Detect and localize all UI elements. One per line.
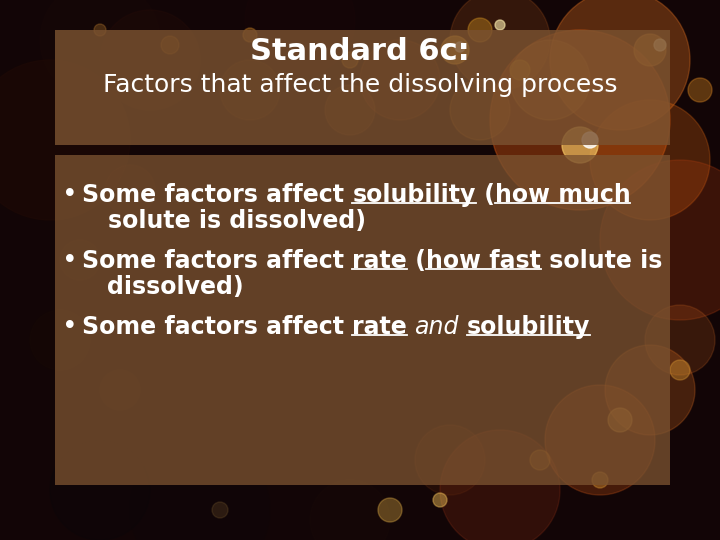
Circle shape xyxy=(245,0,355,75)
Circle shape xyxy=(360,40,440,120)
Circle shape xyxy=(634,34,666,66)
Text: dissolved): dissolved) xyxy=(107,275,244,299)
Text: how fast: how fast xyxy=(426,249,541,273)
Circle shape xyxy=(30,310,90,370)
Text: solute is dissolved): solute is dissolved) xyxy=(107,210,366,233)
Circle shape xyxy=(0,60,130,220)
Circle shape xyxy=(94,24,106,36)
Circle shape xyxy=(530,450,550,470)
Text: •: • xyxy=(62,314,78,340)
Circle shape xyxy=(545,385,655,495)
Circle shape xyxy=(100,370,140,410)
Circle shape xyxy=(441,36,469,64)
Text: solubility: solubility xyxy=(352,183,476,207)
Circle shape xyxy=(688,78,712,102)
Circle shape xyxy=(105,165,155,215)
Circle shape xyxy=(510,60,530,80)
Text: how much: how much xyxy=(495,183,631,207)
Circle shape xyxy=(654,39,666,51)
Circle shape xyxy=(468,18,492,42)
Circle shape xyxy=(455,42,465,52)
Circle shape xyxy=(670,360,690,380)
Circle shape xyxy=(645,305,715,375)
Circle shape xyxy=(243,28,257,42)
Circle shape xyxy=(550,0,690,130)
Circle shape xyxy=(490,30,670,210)
Circle shape xyxy=(605,345,695,435)
Circle shape xyxy=(510,40,590,120)
Text: solute is: solute is xyxy=(541,249,662,273)
Circle shape xyxy=(608,408,632,432)
Circle shape xyxy=(130,440,270,540)
Circle shape xyxy=(342,52,358,68)
Text: and: and xyxy=(415,315,459,339)
Circle shape xyxy=(582,132,598,148)
Text: Standard 6c:: Standard 6c: xyxy=(250,37,470,66)
Circle shape xyxy=(161,36,179,54)
Circle shape xyxy=(310,480,390,540)
Text: rate: rate xyxy=(352,315,407,339)
Text: •: • xyxy=(62,248,78,274)
Circle shape xyxy=(60,240,100,280)
Circle shape xyxy=(450,80,510,140)
Text: (: ( xyxy=(407,249,426,273)
Circle shape xyxy=(378,498,402,522)
Circle shape xyxy=(600,160,720,320)
Circle shape xyxy=(40,0,160,100)
Bar xyxy=(55,155,670,485)
Text: Factors that affect the dissolving process: Factors that affect the dissolving proce… xyxy=(103,73,617,97)
Circle shape xyxy=(220,60,280,120)
Text: solubility: solubility xyxy=(467,315,590,339)
Circle shape xyxy=(212,502,228,518)
Text: •: • xyxy=(62,182,78,208)
Text: (: ( xyxy=(476,183,495,207)
Circle shape xyxy=(440,430,560,540)
Circle shape xyxy=(562,127,598,163)
Circle shape xyxy=(50,440,150,540)
Circle shape xyxy=(100,10,200,110)
Text: Some factors affect: Some factors affect xyxy=(82,249,352,273)
Circle shape xyxy=(325,85,375,135)
Text: rate: rate xyxy=(352,249,407,273)
Circle shape xyxy=(495,20,505,30)
Circle shape xyxy=(415,425,485,495)
Circle shape xyxy=(450,0,550,90)
Circle shape xyxy=(590,100,710,220)
Text: Some factors affect: Some factors affect xyxy=(82,183,352,207)
Bar xyxy=(55,30,670,145)
Circle shape xyxy=(592,472,608,488)
Text: Some factors affect: Some factors affect xyxy=(82,315,352,339)
Circle shape xyxy=(433,493,447,507)
